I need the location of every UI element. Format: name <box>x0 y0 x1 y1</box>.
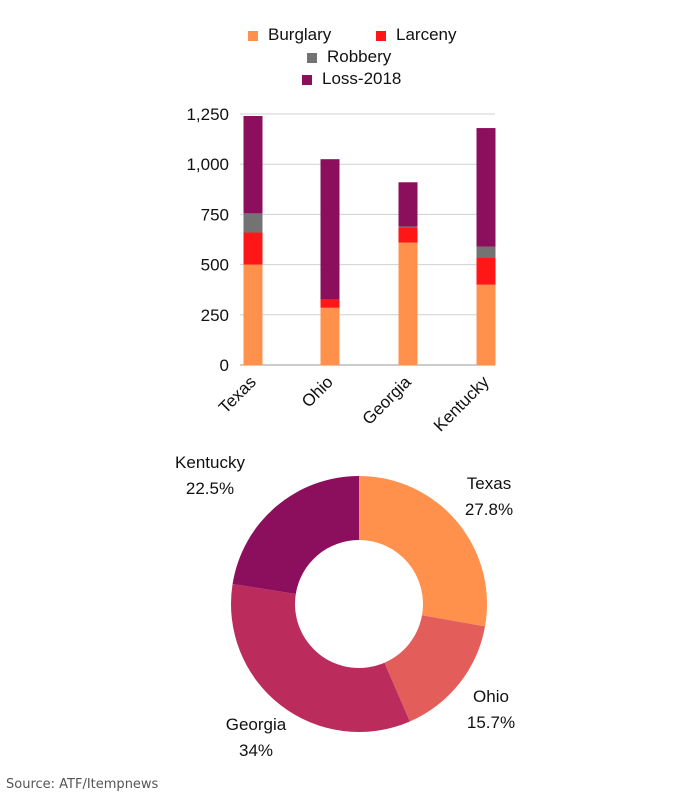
bar-texas-robbery <box>243 213 263 233</box>
bar-ohio-larceny <box>320 299 340 308</box>
slice-kentucky <box>232 476 359 594</box>
legend-swatch-robbery <box>307 53 317 63</box>
legend-swatch-loss-2018 <box>302 75 312 85</box>
bar-kentucky-loss-2018 <box>476 128 496 247</box>
bar-georgia-burglary <box>398 242 418 365</box>
slice-value-kentucky: 22.5% <box>186 479 234 498</box>
bar-georgia-loss-2018 <box>398 182 418 227</box>
x-tick-label-ohio: Ohio <box>298 372 337 411</box>
legend-label-larceny: Larceny <box>396 25 457 44</box>
bar-ohio-burglary <box>320 307 340 365</box>
source-note: Source: ATF/Itempnews <box>6 777 159 792</box>
y-tick-label: 500 <box>201 256 229 275</box>
legend-label-loss-2018: Loss-2018 <box>322 69 401 88</box>
slice-value-texas: 27.8% <box>465 500 513 519</box>
slice-ohio <box>384 615 486 722</box>
slice-label-georgia: Georgia <box>226 715 287 734</box>
bar-texas-larceny <box>243 232 263 265</box>
slice-label-kentucky: Kentucky <box>175 453 245 472</box>
slice-value-ohio: 15.7% <box>467 713 515 732</box>
bar-kentucky-larceny <box>476 257 496 285</box>
legend-swatch-larceny <box>376 31 386 41</box>
grid-lines <box>240 113 495 366</box>
legend-label-robbery: Robbery <box>327 47 392 66</box>
donut-chart: Texas 27.8% Ohio 15.7% Georgia 34% Kentucky 22.… <box>175 453 515 760</box>
x-tick-label-georgia: Georgia <box>359 372 416 429</box>
y-axis: 0 250 500 750 1,000 1,250 <box>186 105 229 375</box>
slice-label-texas: Texas <box>467 474 511 493</box>
bar-kentucky-robbery <box>476 246 496 258</box>
slice-label-ohio: Ohio <box>473 687 509 706</box>
x-tick-label-texas: Texas <box>215 372 260 417</box>
stacked-bar-chart: 0 250 500 750 1,000 1,250 Texas Ohio Georgia Ken… <box>186 105 496 435</box>
y-tick-label: 750 <box>201 205 229 224</box>
x-axis: Texas Ohio Georgia Kentucky <box>215 372 493 435</box>
slice-value-georgia: 34% <box>239 741 273 760</box>
bar-texas-burglary <box>243 264 263 365</box>
bar-kentucky-burglary <box>476 284 496 365</box>
y-tick-label: 1,000 <box>186 155 229 174</box>
x-tick-label-kentucky: Kentucky <box>430 372 493 435</box>
y-tick-label: 1,250 <box>186 105 229 124</box>
slice-texas <box>359 476 487 627</box>
bar-texas-loss-2018 <box>243 116 263 214</box>
bar-georgia-robbery <box>398 226 418 228</box>
legend-label-burglary: Burglary <box>268 25 332 44</box>
bars <box>243 116 496 365</box>
slice-georgia <box>231 583 410 732</box>
legend-swatch-burglary <box>248 31 258 41</box>
bar-ohio-loss-2018 <box>320 159 340 300</box>
bar-georgia-larceny <box>398 227 418 243</box>
y-tick-label: 250 <box>201 306 229 325</box>
y-tick-label: 0 <box>220 356 229 375</box>
